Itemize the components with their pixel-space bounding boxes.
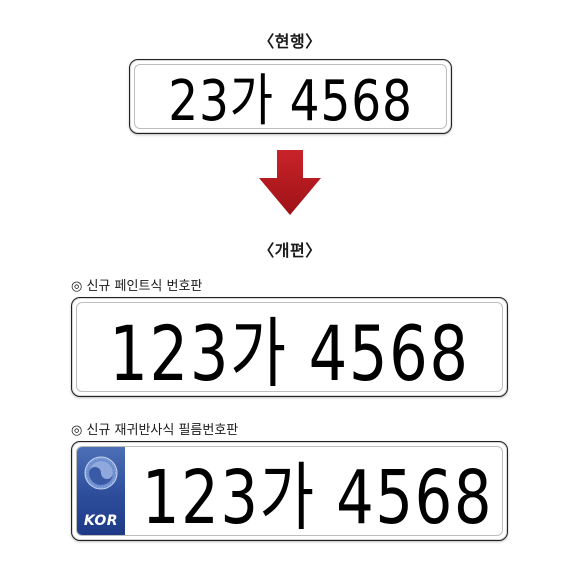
paint-plate-number: 123가 4568: [109, 309, 470, 398]
country-band: KOR: [77, 447, 125, 535]
plate-inner-border: [76, 302, 503, 392]
paint-license-plate: 123가 4568: [71, 297, 508, 398]
film-plate-number: 123가 4568: [141, 454, 494, 541]
revised-heading: 〈개편〉: [258, 241, 322, 260]
country-code: KOR: [83, 513, 119, 529]
film-plate-caption: ◎ 신규 재귀반사식 필름번호판: [71, 423, 239, 438]
film-license-plate: KOR 123가 4568: [71, 441, 508, 541]
paint-plate-caption: ◎ 신규 페인트식 번호판: [71, 279, 203, 294]
current-plate-number: 23가 4568: [168, 69, 413, 134]
plate-inner-border: [134, 64, 447, 129]
current-license-plate: 23가 4568: [129, 59, 452, 134]
current-heading: 〈현행〉: [258, 32, 322, 51]
down-arrow-icon: [259, 150, 321, 215]
plate-inner-border: [76, 446, 503, 536]
taegeuk-emblem-icon: [84, 456, 118, 490]
